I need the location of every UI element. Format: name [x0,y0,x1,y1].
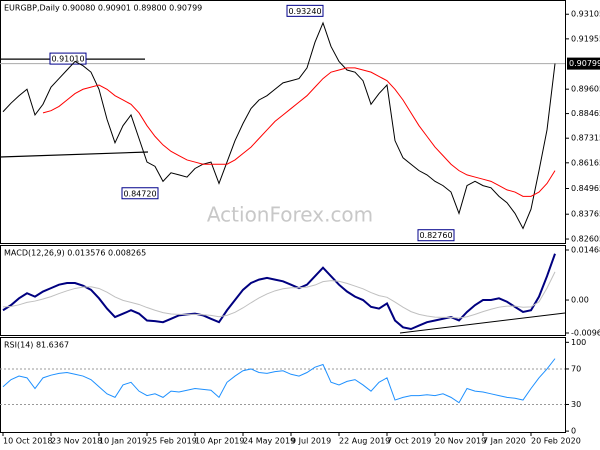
x-tick-label: 20 Nov 2019 [435,437,486,446]
y-tick-label: 0.00 [571,296,589,305]
x-tick-label: 7 Oct 2019 [387,437,431,446]
series-line [2,271,556,319]
y-tick-label: 0.83765 [571,210,600,219]
annotation-box [121,187,159,200]
x-tick-label: 7 Jan 2020 [483,437,526,446]
x-tick-label: 20 Feb 2020 [531,437,581,446]
annotation-label: 0.84720 [123,189,156,198]
series-line [2,358,556,404]
x-tick-label: 25 Feb 2019 [147,437,197,446]
y-tick-label: -0.009673 [571,328,600,337]
y-tick-label: 70 [571,364,581,373]
macd-trend-line [399,312,566,334]
panel-title: RSI(14) 81.6367 [4,341,69,350]
x-tick-label: 10 Jan 2019 [99,437,147,446]
price-panel-frame [0,0,566,244]
y-tick-label: 100 [571,338,586,347]
x-tick-label: 10 Apr 2019 [195,437,244,446]
y-tick-label: 0.93105 [571,10,600,19]
y-tick-label: 0.87315 [571,134,600,143]
x-tick-label: 24 May 2019 [243,437,295,446]
last-price-box [567,57,600,70]
y-tick-label: 0.86165 [571,158,600,167]
annotation-label: 0.93240 [288,7,321,16]
rsi-panel-frame [0,337,566,433]
x-tick-label: 23 Nov 2018 [51,437,102,446]
trend-line [0,151,149,158]
y-tick-label: 30 [571,400,581,409]
macd-panel-frame [0,245,566,336]
annotation-label: 0.91010 [51,55,84,64]
series-line [42,67,556,197]
annotation-label: 0.82760 [419,231,452,240]
y-tick-label: 0.91955 [571,34,600,43]
panel-title: MACD(12,26,9) 0.013576 0.008265 [4,249,146,258]
annotation-box [49,52,87,65]
y-tick-label: 0.89605 [571,85,600,94]
annotation-box [417,229,455,242]
x-tick-label: 10 Oct 2018 [3,437,52,446]
y-tick-label: 0 [571,427,576,436]
y-tick-label: 0.82605 [571,235,600,244]
watermark: ActionForex.com [207,203,373,227]
last-price-label: 0.90799 [569,59,600,68]
x-tick-label: 22 Aug 2019 [339,437,390,446]
y-tick-label: 0.84965 [571,184,600,193]
y-tick-label: 0.88465 [571,109,600,118]
panel-title: EURGBP,Daily 0.90080 0.90901 0.89800 0.9… [4,4,202,13]
series-line [2,253,556,331]
x-tick-label: 9 Jul 2019 [291,437,331,446]
y-tick-label: 0.014683 [571,245,600,254]
annotation-box [286,4,324,17]
series-line [2,21,556,230]
